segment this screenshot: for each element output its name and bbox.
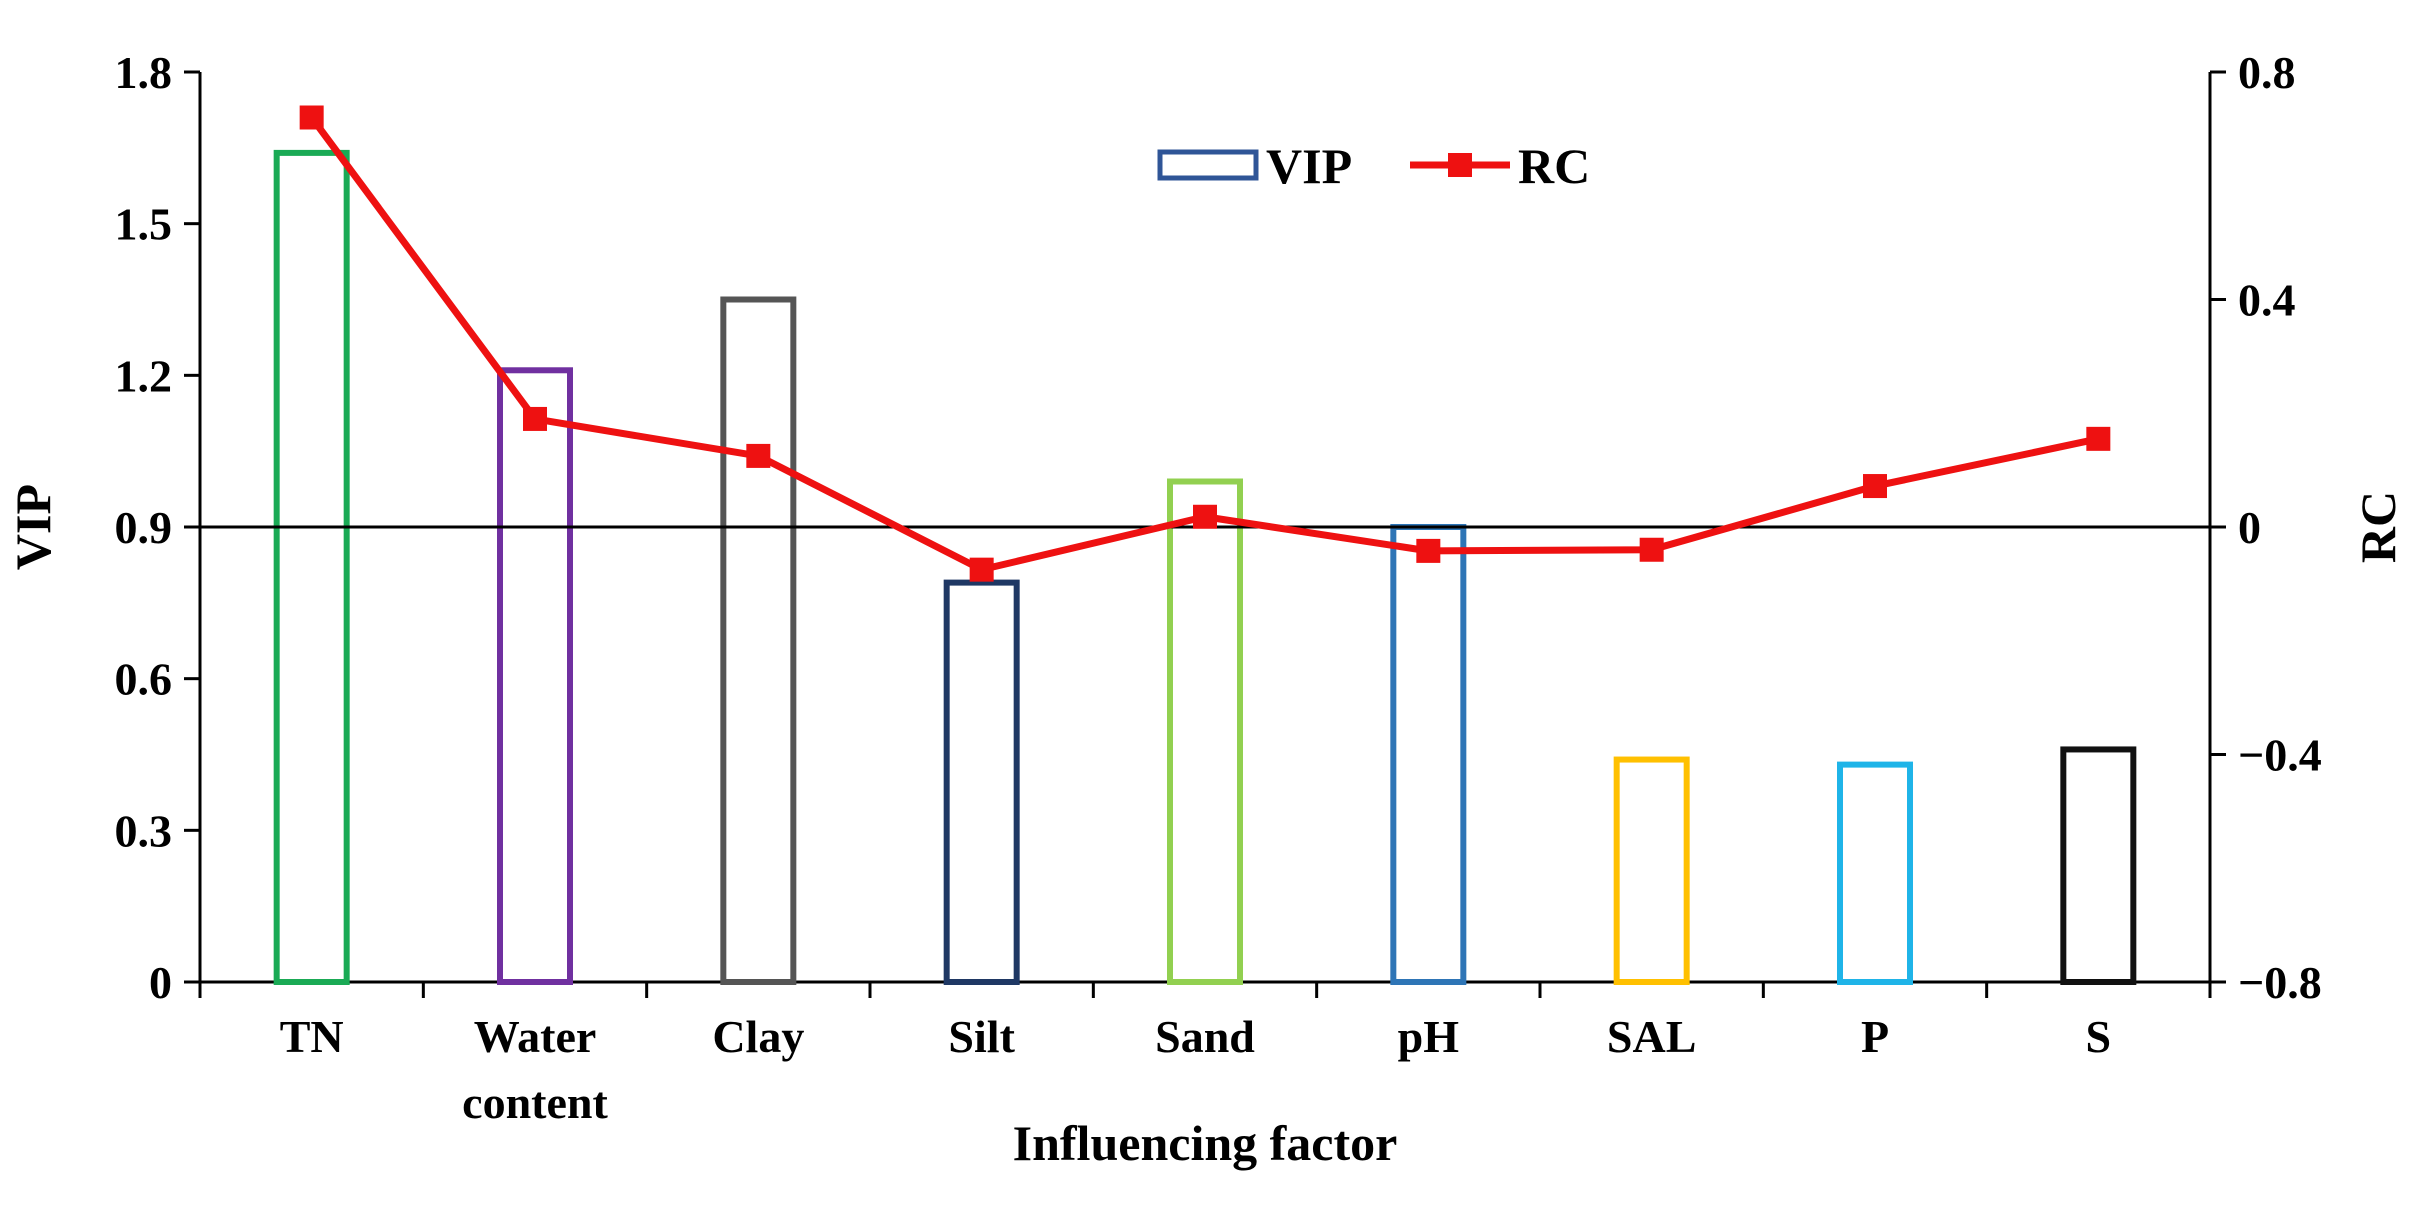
- x-category-label: Silt: [948, 1011, 1015, 1062]
- rc-point-marker: [2086, 426, 2111, 451]
- rc-point-marker: [299, 105, 324, 130]
- rc-line: [308, 115, 2100, 574]
- x-category-label: pH: [1398, 1011, 1460, 1062]
- vip-bar: [1390, 524, 1467, 985]
- legend-vip-label: VIP: [1266, 138, 1352, 194]
- vip-bar: [1167, 478, 1243, 985]
- axes: [184, 70, 2226, 998]
- rc-point-marker: [969, 557, 994, 582]
- vip-bar: [273, 149, 350, 985]
- vip-bar: [943, 579, 1020, 985]
- rc-point-marker: [1639, 537, 1664, 562]
- x-category-label: Sand: [1155, 1011, 1255, 1062]
- left-y-tick-label: 0.3: [115, 805, 173, 856]
- rc-point-marker: [1193, 504, 1217, 529]
- left-y-tick-label: 0: [149, 957, 172, 1008]
- tick-labels: 0 0.3 0.6 0.9 1.2 1.5 1.8 −0.8 −0.4 0 0.4 0.8 TN Wate…: [115, 47, 2322, 1128]
- left-y-tick-label: 0.6: [115, 654, 173, 705]
- vip-bar: [497, 367, 573, 985]
- vip-bar: [1613, 756, 1690, 985]
- x-category-label: content: [462, 1077, 608, 1128]
- left-y-tick-label: 0.9: [115, 502, 173, 553]
- vip-bar: [2060, 746, 2137, 986]
- x-category-label: Clay: [712, 1011, 804, 1062]
- right-y-tick-label: 0.4: [2238, 275, 2296, 326]
- legend: VIP RC: [1157, 138, 1590, 194]
- right-y-tick-label: 0: [2238, 502, 2261, 553]
- x-category-label: S: [2086, 1011, 2112, 1062]
- x-category-label: P: [1861, 1011, 1889, 1062]
- x-category-label: SAL: [1607, 1011, 1696, 1062]
- left-y-tick-label: 1.2: [115, 350, 173, 401]
- rc-point-marker: [523, 406, 547, 431]
- x-category-label: TN: [280, 1011, 344, 1062]
- vip-bar: [720, 296, 797, 985]
- rc-line-series: [299, 105, 2111, 582]
- right-y-tick-label: −0.4: [2238, 730, 2322, 781]
- x-category-label: Water: [474, 1011, 597, 1062]
- x-axis-title: Influencing factor: [1013, 1115, 1398, 1171]
- rc-point-marker: [746, 443, 771, 468]
- right-y-axis-title: RC: [2350, 491, 2406, 563]
- right-y-tick-label: −0.8: [2238, 957, 2322, 1008]
- right-y-tick-label: 0.8: [2238, 47, 2296, 98]
- legend-rc-marker: [1448, 153, 1472, 177]
- rc-point-marker: [1863, 474, 1887, 499]
- rc-point-marker: [1416, 538, 1441, 563]
- vip-bar: [1837, 761, 1913, 985]
- legend-rc-label: RC: [1518, 138, 1590, 194]
- legend-vip-swatch: [1157, 149, 1259, 181]
- left-y-tick-label: 1.5: [115, 199, 173, 250]
- left-y-axis-title: VIP: [5, 484, 61, 570]
- vip-bars: [273, 149, 2137, 986]
- left-y-tick-label: 1.8: [115, 47, 173, 98]
